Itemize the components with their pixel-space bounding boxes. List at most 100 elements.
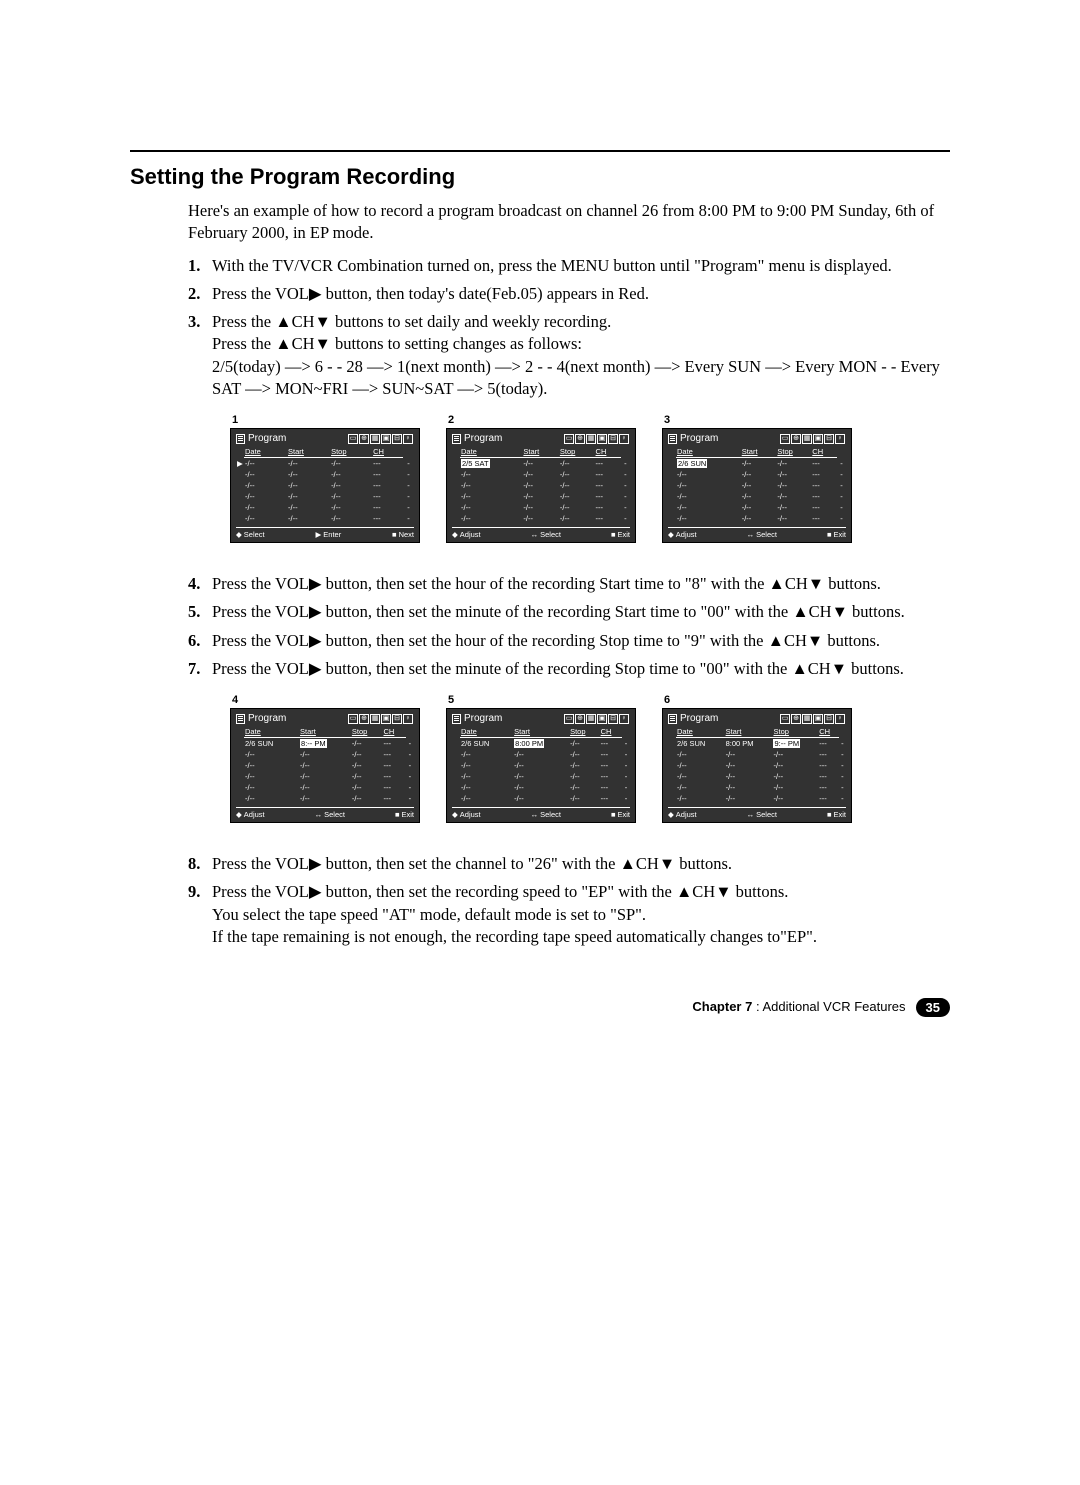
row-pointer-cell — [236, 480, 244, 491]
osd-cell: -/-- — [741, 491, 777, 502]
osd-cell: --- — [595, 480, 621, 491]
osd-row: -/---/---/------ — [668, 502, 846, 513]
step-item: 2.Press the VOL▶ button, then today's da… — [188, 283, 950, 305]
osd-cell: -/-- — [676, 760, 725, 771]
osd-title: Program — [680, 713, 718, 724]
osd-cell: -/-- — [522, 491, 558, 502]
osd-cell: -/-- — [522, 458, 558, 470]
osd-cell: -/-- — [676, 502, 741, 513]
osd-cell: -/-- — [244, 502, 287, 513]
osd-mini-icon: ♀ — [403, 434, 413, 444]
osd-mini-icon: ▭ — [564, 714, 574, 724]
osd-cell: -/-- — [299, 771, 351, 782]
osd-col-header: CH — [818, 727, 839, 738]
osd-cell: -/-- — [676, 793, 725, 804]
osd-footer: ◆Adjust↔Select■Exit — [668, 527, 846, 539]
osd-cell: -/-- — [725, 782, 773, 793]
osd-table: DateStartStopCH2/6 SUN8:00 PM9:-- PM----… — [668, 727, 846, 804]
row-pointer-cell — [236, 749, 244, 760]
row-pointer-cell — [668, 782, 676, 793]
osd-cell: --- — [811, 513, 837, 524]
osd-cell: --- — [811, 480, 837, 491]
step-item: 8.Press the VOL▶ button, then set the ch… — [188, 853, 950, 875]
osd-mini-icon: ▣ — [597, 714, 607, 724]
osd-cell: --- — [383, 793, 406, 804]
osd-row: -/---/---/------ — [668, 513, 846, 524]
osd-cell: -/-- — [522, 502, 558, 513]
osd-screen: 2Program▭⊕▦▣⊟♀DateStartStopCH2/5 SAT-/--… — [446, 414, 636, 543]
osd-col-header: Date — [244, 447, 287, 458]
osd-box: Program▭⊕▦▣⊟♀DateStartStopCH▶-/---/---/-… — [230, 428, 420, 543]
osd-box: Program▭⊕▦▣⊟♀DateStartStopCH2/6 SUN8:-- … — [230, 708, 420, 823]
osd-cell: -/-- — [725, 793, 773, 804]
osd-cell: -/-- — [287, 480, 330, 491]
osd-cell: - — [622, 771, 630, 782]
osd-row: -/---/---/------ — [668, 782, 846, 793]
osd-cell: 9:-- PM — [772, 738, 818, 750]
osd-footer-hint: ↔Select — [531, 810, 561, 819]
osd-cell: -/-- — [330, 480, 372, 491]
osd-cell: -/-- — [741, 458, 777, 470]
osd-cell: -/-- — [741, 469, 777, 480]
osd-cell: - — [839, 793, 846, 804]
osd-cell: -/-- — [244, 458, 287, 470]
osd-cell: --- — [600, 760, 622, 771]
osd-row: -/---/---/------ — [668, 749, 846, 760]
osd-row-1: 1Program▭⊕▦▣⊟♀DateStartStopCH▶-/---/---/… — [230, 414, 950, 543]
osd-cell: -/-- — [460, 782, 513, 793]
osd-footer-hint: ■Exit — [611, 810, 630, 819]
osd-cell: -/-- — [569, 749, 600, 760]
osd-cell: --- — [372, 469, 403, 480]
intro-paragraph: Here's an example of how to record a pro… — [188, 200, 950, 245]
osd-screen: 1Program▭⊕▦▣⊟♀DateStartStopCH▶-/---/---/… — [230, 414, 420, 543]
osd-footer-hint: ■Exit — [395, 810, 414, 819]
osd-col-header: Start — [725, 727, 773, 738]
osd-mini-icon: ▦ — [586, 434, 596, 444]
osd-cell: -/-- — [513, 782, 569, 793]
osd-cell: - — [406, 738, 414, 750]
osd-row: -/---/---/------ — [668, 469, 846, 480]
osd-row: -/---/---/------ — [452, 513, 630, 524]
osd-step-number: 2 — [448, 414, 636, 426]
step-item: 3.Press the ▲CH▼ buttons to set daily an… — [188, 311, 950, 400]
osd-cell: - — [839, 749, 846, 760]
step-number: 1. — [188, 255, 212, 277]
osd-row: -/---/---/------ — [452, 793, 630, 804]
osd-screen: 6Program▭⊕▦▣⊟♀DateStartStopCH2/6 SUN8:00… — [662, 694, 852, 823]
osd-cell: - — [406, 749, 414, 760]
osd-col-header — [406, 727, 414, 738]
osd-cell: -/-- — [725, 760, 773, 771]
osd-mini-icon: ⊕ — [359, 714, 369, 724]
osd-col-header — [621, 447, 630, 458]
osd-cell: - — [837, 480, 846, 491]
osd-step-number: 5 — [448, 694, 636, 706]
step-number: 7. — [188, 658, 212, 680]
osd-cell: 8:00 PM — [513, 738, 569, 750]
osd-cell: -/-- — [244, 782, 299, 793]
osd-icon-strip: ▭⊕▦▣⊟♀ — [780, 434, 845, 444]
osd-cell: -/-- — [676, 771, 725, 782]
osd-cell: -/-- — [460, 502, 522, 513]
osd-row: -/---/---/------ — [668, 491, 846, 502]
osd-footer: ◆Adjust↔Select■Exit — [452, 527, 630, 539]
osd-footer-hint: ↔Select — [531, 530, 561, 539]
osd-col-header: CH — [383, 727, 406, 738]
step-text: Press the VOL▶ button, then set the reco… — [212, 881, 950, 948]
osd-step-number: 3 — [664, 414, 852, 426]
osd-mini-icon: ▣ — [813, 714, 823, 724]
step-item: 5.Press the VOL▶ button, then set the mi… — [188, 601, 950, 623]
row-pointer-cell: ▶ — [236, 458, 244, 470]
step-number: 3. — [188, 311, 212, 400]
row-pointer-cell — [668, 480, 676, 491]
osd-row: -/---/---/------ — [236, 469, 414, 480]
osd-icon-strip: ▭⊕▦▣⊟♀ — [564, 434, 629, 444]
osd-cell: --- — [383, 738, 406, 750]
osd-cell: - — [403, 491, 414, 502]
osd-col-header — [622, 727, 630, 738]
osd-cell: -/-- — [299, 749, 351, 760]
osd-row: -/---/---/------ — [668, 760, 846, 771]
osd-cell: -/-- — [244, 760, 299, 771]
osd-mini-icon: ⊟ — [392, 434, 402, 444]
osd-box: Program▭⊕▦▣⊟♀DateStartStopCH2/6 SUN8:00 … — [446, 708, 636, 823]
osd-cell: -/-- — [559, 480, 595, 491]
